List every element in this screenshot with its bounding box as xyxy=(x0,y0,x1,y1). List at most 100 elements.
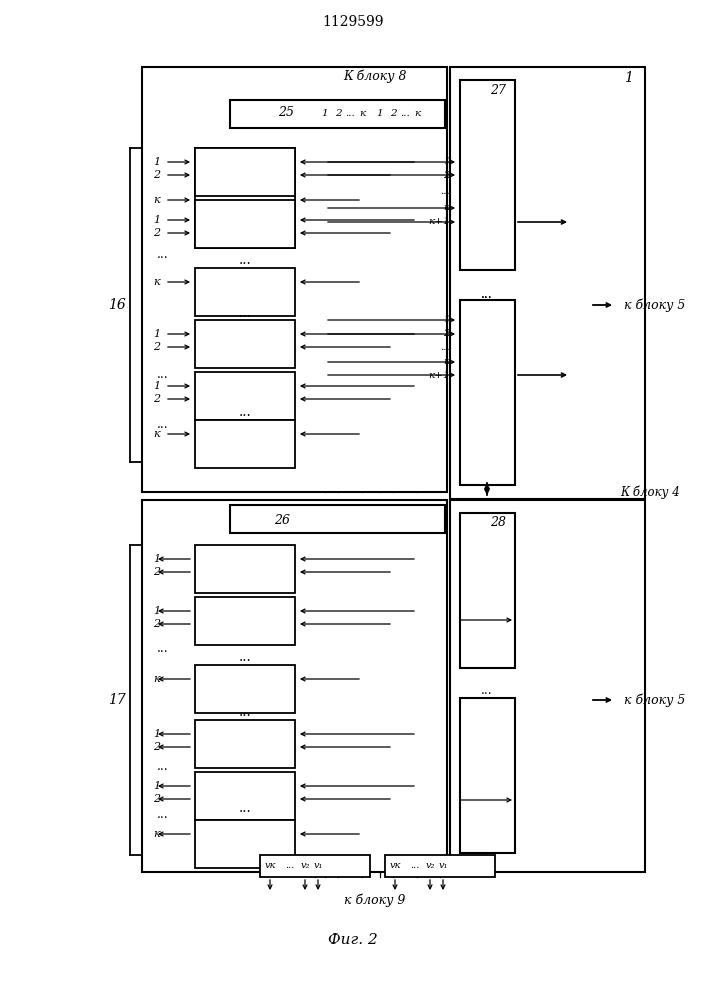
Text: ...: ... xyxy=(440,344,450,353)
Text: ...: ... xyxy=(157,760,169,772)
Text: ...: ... xyxy=(440,188,450,196)
Text: 1: 1 xyxy=(153,606,160,616)
Text: 1: 1 xyxy=(153,554,160,564)
Text: 16: 16 xyxy=(108,298,126,312)
Text: ...: ... xyxy=(157,248,169,261)
Text: 1: 1 xyxy=(377,109,383,118)
Bar xyxy=(195,200,295,248)
Text: К блоку 4: К блоку 4 xyxy=(620,485,679,499)
Text: к: к xyxy=(444,358,450,366)
Bar xyxy=(195,665,295,713)
Text: 2: 2 xyxy=(153,342,160,352)
Text: к: к xyxy=(153,277,160,287)
Text: к: к xyxy=(153,829,160,839)
Text: v₁: v₁ xyxy=(313,861,322,870)
Bar xyxy=(460,698,515,853)
Bar xyxy=(195,320,295,368)
Text: ...: ... xyxy=(481,288,493,302)
Text: 2: 2 xyxy=(153,228,160,238)
Text: vк: vк xyxy=(264,861,276,870)
Bar xyxy=(195,268,295,316)
Bar xyxy=(460,80,515,270)
Bar xyxy=(195,820,295,868)
Text: 1: 1 xyxy=(443,157,450,166)
Bar xyxy=(195,772,295,820)
Text: 2: 2 xyxy=(334,109,341,118)
Bar xyxy=(195,545,295,593)
Text: v₁: v₁ xyxy=(438,861,448,870)
Text: 26: 26 xyxy=(274,514,290,526)
Text: к блоку 9: к блоку 9 xyxy=(344,893,406,907)
Text: 2: 2 xyxy=(153,394,160,404)
Text: ...: ... xyxy=(410,861,420,870)
Bar xyxy=(195,420,295,468)
Text: 2: 2 xyxy=(153,619,160,629)
Text: ...: ... xyxy=(239,801,252,815)
Text: к: к xyxy=(153,195,160,205)
Bar xyxy=(260,855,370,877)
Text: 1: 1 xyxy=(153,781,160,791)
Text: 17: 17 xyxy=(108,693,126,707)
Text: 1129599: 1129599 xyxy=(322,15,384,29)
Text: 1: 1 xyxy=(153,729,160,739)
Text: к: к xyxy=(153,674,160,684)
Text: к: к xyxy=(444,204,450,213)
Text: ...: ... xyxy=(286,861,295,870)
Text: Фиг. 2: Фиг. 2 xyxy=(328,933,378,947)
Text: 2: 2 xyxy=(153,794,160,804)
Bar xyxy=(230,100,445,128)
Text: к: к xyxy=(359,109,365,118)
Text: к блоку 5: к блоку 5 xyxy=(624,693,686,707)
Text: 1: 1 xyxy=(153,157,160,167)
Text: 1: 1 xyxy=(322,109,328,118)
Bar xyxy=(195,372,295,420)
Text: vк: vк xyxy=(390,861,401,870)
Text: 1: 1 xyxy=(153,329,160,339)
Text: К блоку 8: К блоку 8 xyxy=(344,69,407,83)
Text: ...: ... xyxy=(157,418,169,432)
Text: v₂: v₂ xyxy=(426,861,435,870)
Bar xyxy=(230,505,445,533)
Text: ...: ... xyxy=(239,705,252,719)
Bar xyxy=(195,597,295,645)
Text: ...: ... xyxy=(481,684,493,696)
Text: 2: 2 xyxy=(443,170,450,180)
Bar xyxy=(195,148,295,196)
Text: ...: ... xyxy=(157,808,169,822)
Bar xyxy=(460,300,515,485)
Bar xyxy=(450,67,645,499)
Text: ...: ... xyxy=(157,642,169,654)
Text: 2: 2 xyxy=(390,109,397,118)
Bar xyxy=(142,500,447,872)
Text: v₂: v₂ xyxy=(300,861,310,870)
Text: ...: ... xyxy=(239,306,252,320)
Bar xyxy=(460,513,515,668)
Text: 2: 2 xyxy=(153,170,160,180)
Bar xyxy=(450,500,645,872)
Text: к: к xyxy=(153,429,160,439)
Bar xyxy=(142,67,447,492)
Text: ...: ... xyxy=(345,109,355,118)
Text: ...: ... xyxy=(239,405,252,419)
Text: 2: 2 xyxy=(443,330,450,338)
Bar xyxy=(385,855,495,877)
Text: ...: ... xyxy=(239,650,252,664)
Text: 28: 28 xyxy=(490,516,506,530)
Bar xyxy=(195,720,295,768)
Text: ...: ... xyxy=(157,368,169,381)
Text: ...: ... xyxy=(481,288,493,302)
Text: к+1: к+1 xyxy=(428,218,450,227)
Text: 25: 25 xyxy=(278,106,294,119)
Text: 1: 1 xyxy=(443,316,450,324)
Bar xyxy=(195,148,295,248)
Text: ...: ... xyxy=(400,109,410,118)
Text: 2: 2 xyxy=(153,742,160,752)
Text: 1: 1 xyxy=(153,381,160,391)
Text: 27: 27 xyxy=(490,84,506,97)
Text: ...: ... xyxy=(239,253,252,267)
Text: к+1: к+1 xyxy=(428,370,450,379)
Text: к блоку 5: к блоку 5 xyxy=(624,298,686,312)
Text: 1: 1 xyxy=(153,215,160,225)
Text: 1: 1 xyxy=(624,71,633,85)
Text: 2: 2 xyxy=(153,567,160,577)
